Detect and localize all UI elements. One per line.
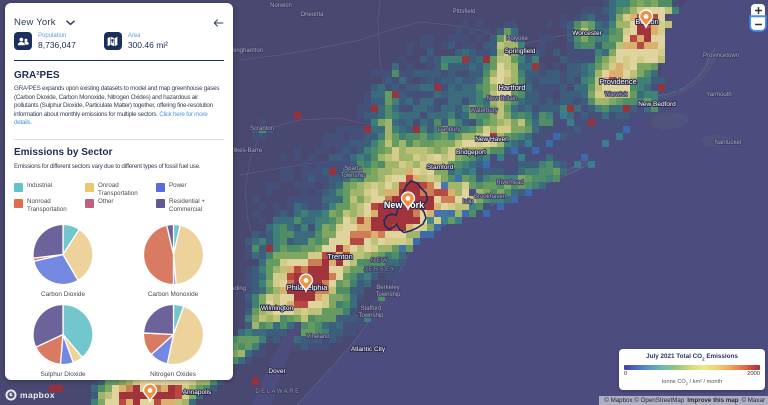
svg-text:Atlantic City: Atlantic City xyxy=(351,346,386,353)
svg-text:Township: Township xyxy=(340,173,366,179)
svg-text:Islip: Islip xyxy=(463,199,474,205)
svg-text:Reading: Reading xyxy=(224,286,246,292)
svg-text:Brookhaven: Brookhaven xyxy=(474,194,506,200)
svg-text:Vineland: Vineland xyxy=(306,334,329,340)
svg-text:Berkeley: Berkeley xyxy=(376,285,399,291)
svg-text:New Britain: New Britain xyxy=(487,96,518,102)
svg-text:DELAWARE: DELAWARE xyxy=(255,389,300,395)
svg-text:Township: Township xyxy=(375,292,401,298)
svg-text:Springfield: Springfield xyxy=(505,48,536,55)
svg-text:Providence: Providence xyxy=(599,77,637,86)
svg-text:Wilkes-Barre: Wilkes-Barre xyxy=(228,148,263,154)
svg-text:New Haven: New Haven xyxy=(475,136,509,143)
svg-text:Norwich: Norwich xyxy=(270,3,292,9)
svg-text:Stamford: Stamford xyxy=(427,164,454,171)
svg-text:Riverhead: Riverhead xyxy=(496,180,523,186)
svg-text:Binghamton: Binghamton xyxy=(231,48,263,54)
svg-text:New Bedford: New Bedford xyxy=(638,101,676,108)
svg-text:Warwick: Warwick xyxy=(605,92,628,98)
svg-text:Hartford: Hartford xyxy=(498,83,525,92)
svg-text:Wilmington: Wilmington xyxy=(261,305,294,312)
svg-text:Township: Township xyxy=(358,313,384,319)
svg-text:Yarmouth: Yarmouth xyxy=(706,92,732,98)
svg-text:Waterbury: Waterbury xyxy=(470,108,497,114)
svg-text:Trenton: Trenton xyxy=(327,252,353,261)
svg-text:Nantucket: Nantucket xyxy=(714,140,741,146)
svg-text:Pittsfield: Pittsfield xyxy=(453,9,476,15)
svg-text:Oneonta: Oneonta xyxy=(300,12,324,18)
svg-text:Holyoke: Holyoke xyxy=(506,36,528,42)
svg-text:Bridgeport: Bridgeport xyxy=(456,149,486,156)
svg-text:Dover: Dover xyxy=(268,368,286,375)
svg-text:Danbury: Danbury xyxy=(438,127,461,133)
svg-text:Provincetown: Provincetown xyxy=(703,53,739,59)
svg-text:Annapolis: Annapolis xyxy=(183,389,212,396)
svg-text:Stafford: Stafford xyxy=(361,306,382,312)
svg-text:JERSEY: JERSEY xyxy=(364,267,396,273)
svg-text:NEW: NEW xyxy=(371,258,390,264)
svg-text:Worcester: Worcester xyxy=(572,30,602,37)
svg-text:Scranton: Scranton xyxy=(250,126,274,132)
svg-text:Sparta: Sparta xyxy=(344,166,362,172)
svg-text:New York: New York xyxy=(384,200,425,210)
